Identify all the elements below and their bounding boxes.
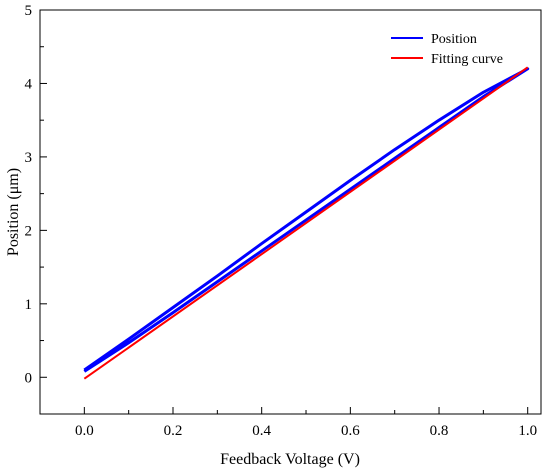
- ticks: 0.0 0.2 0.4 0.6 0.8 1.0 0 1 2 3 4 5: [25, 3, 538, 439]
- x-tick-label: 0.8: [430, 423, 449, 439]
- legend: Position Fitting curve: [391, 32, 503, 67]
- series-line-position: [83, 67, 530, 373]
- y-tick-label: 5: [25, 3, 33, 19]
- x-tick-label: 0.0: [75, 423, 94, 439]
- y-tick-label: 4: [25, 76, 33, 92]
- x-tick-label: 0.6: [341, 423, 360, 439]
- x-axis-title: Feedback Voltage (V): [220, 451, 360, 468]
- x-tick-label: 0.4: [252, 423, 271, 439]
- y-axis-title: Position (μm): [5, 168, 22, 256]
- x-tick-label: 1.0: [518, 423, 537, 439]
- y-tick-label: 1: [25, 297, 33, 313]
- series-layer: [83, 66, 530, 380]
- x-tick-label: 0.2: [164, 423, 183, 439]
- plot-frame: [39, 9, 542, 415]
- y-tick-label: 0: [25, 370, 33, 386]
- series-line-fitting-curve: [83, 66, 529, 380]
- y-tick-label: 3: [25, 150, 33, 166]
- legend-label-position: Position: [431, 32, 477, 47]
- legend-label-fitting-curve: Fitting curve: [431, 52, 503, 67]
- y-tick-label: 2: [25, 223, 33, 239]
